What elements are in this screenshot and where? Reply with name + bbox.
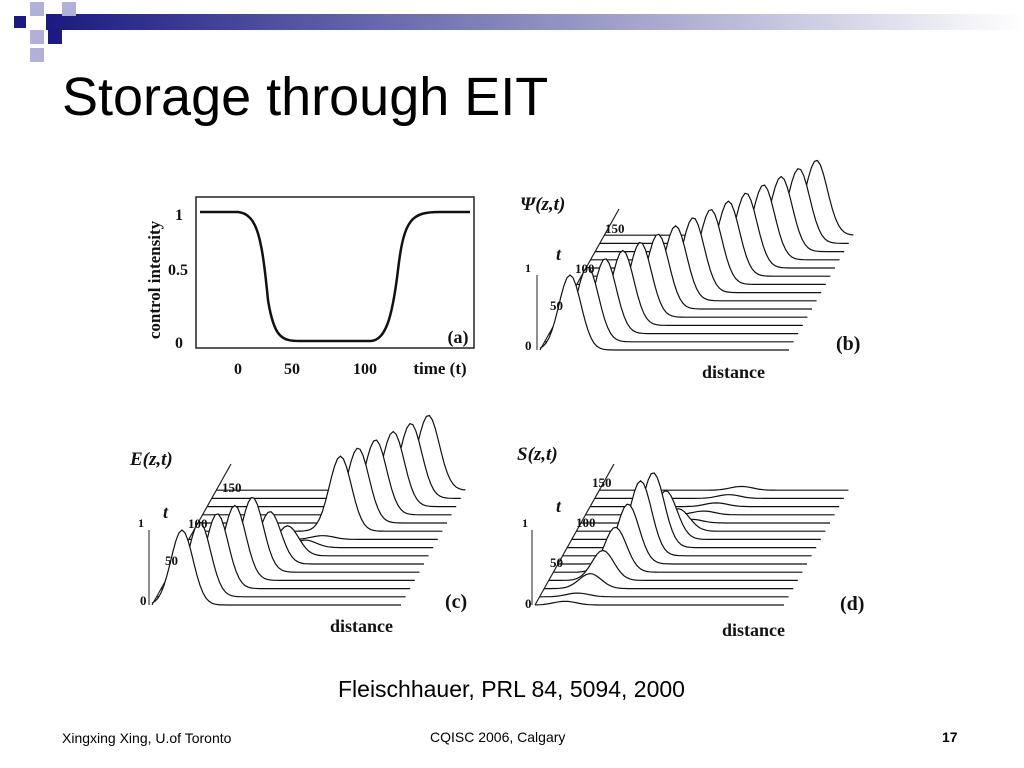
figure-label: 150 [592, 475, 612, 490]
figure-label: distance [702, 362, 765, 382]
figure-label: t [163, 502, 169, 522]
figure-label: 100 [576, 515, 596, 530]
page-number: 17 [942, 729, 958, 745]
figure-label: S(z,t) [517, 444, 558, 465]
figure-label: t [556, 244, 562, 264]
figure-label: 50 [165, 553, 178, 568]
tick-label: 50 [284, 361, 300, 378]
tick-label: 0 [175, 335, 183, 352]
tick-label: 0 [234, 361, 242, 378]
figure-label: Ψ(z,t) [520, 194, 565, 215]
header-square [30, 30, 44, 44]
figure-label: (d) [840, 593, 864, 615]
trace [539, 592, 789, 598]
header-square [30, 2, 44, 16]
footer-event: CQISC 2006, Calgary [430, 729, 566, 745]
figure-label: t [556, 496, 562, 516]
figure-label: 100 [575, 261, 595, 276]
figure-label: 100 [188, 516, 208, 531]
trace [534, 600, 784, 606]
header-bar [46, 14, 1024, 30]
figure-label: (c) [445, 591, 467, 613]
figure-label: 1 [138, 516, 144, 530]
figure-label: 50 [550, 298, 563, 313]
plot-frame [195, 196, 475, 349]
trace [151, 529, 401, 606]
header-square [14, 16, 26, 28]
figure-label: distance [330, 616, 393, 636]
trace [544, 573, 794, 590]
curve [200, 210, 470, 343]
figure-label: (b) [836, 333, 860, 355]
tick-label: 0.5 [168, 262, 188, 279]
figure-label: distance [722, 620, 785, 640]
figure-label: 0 [140, 593, 147, 608]
slide-title: Storage through EIT [62, 67, 549, 127]
trace [548, 549, 798, 581]
figure-label: E(z,t) [129, 449, 173, 470]
figure-label: 50 [550, 555, 563, 570]
header-square [30, 48, 44, 62]
header-square [62, 2, 76, 16]
footer-author: Xingxing Xing, U.of Toronto [62, 730, 232, 746]
figure-label: 1 [522, 516, 528, 530]
figure-label: 1 [525, 261, 531, 275]
panel-label: (a) [448, 327, 469, 348]
axis-label: control intensity [145, 220, 164, 339]
figure-label: 0 [525, 596, 532, 611]
tick-label: 100 [353, 361, 377, 378]
figure-label: 0 [525, 338, 532, 353]
tick-label: 1 [175, 207, 183, 224]
figure-label: 150 [605, 221, 625, 236]
t-axis [534, 463, 615, 606]
trace [539, 274, 789, 351]
waterfall-plots: Ψ(z,t)150t1005010distance(b)E(z,t)150t10… [129, 159, 864, 640]
panel-a: control intensity 1 0.5 0 0 50 100 time … [145, 196, 475, 378]
header-square [48, 30, 62, 44]
figure-label: 150 [222, 480, 242, 495]
citation: Fleischhauer, PRL 84, 5094, 2000 [338, 676, 685, 702]
axis-label: time (t) [413, 359, 466, 378]
